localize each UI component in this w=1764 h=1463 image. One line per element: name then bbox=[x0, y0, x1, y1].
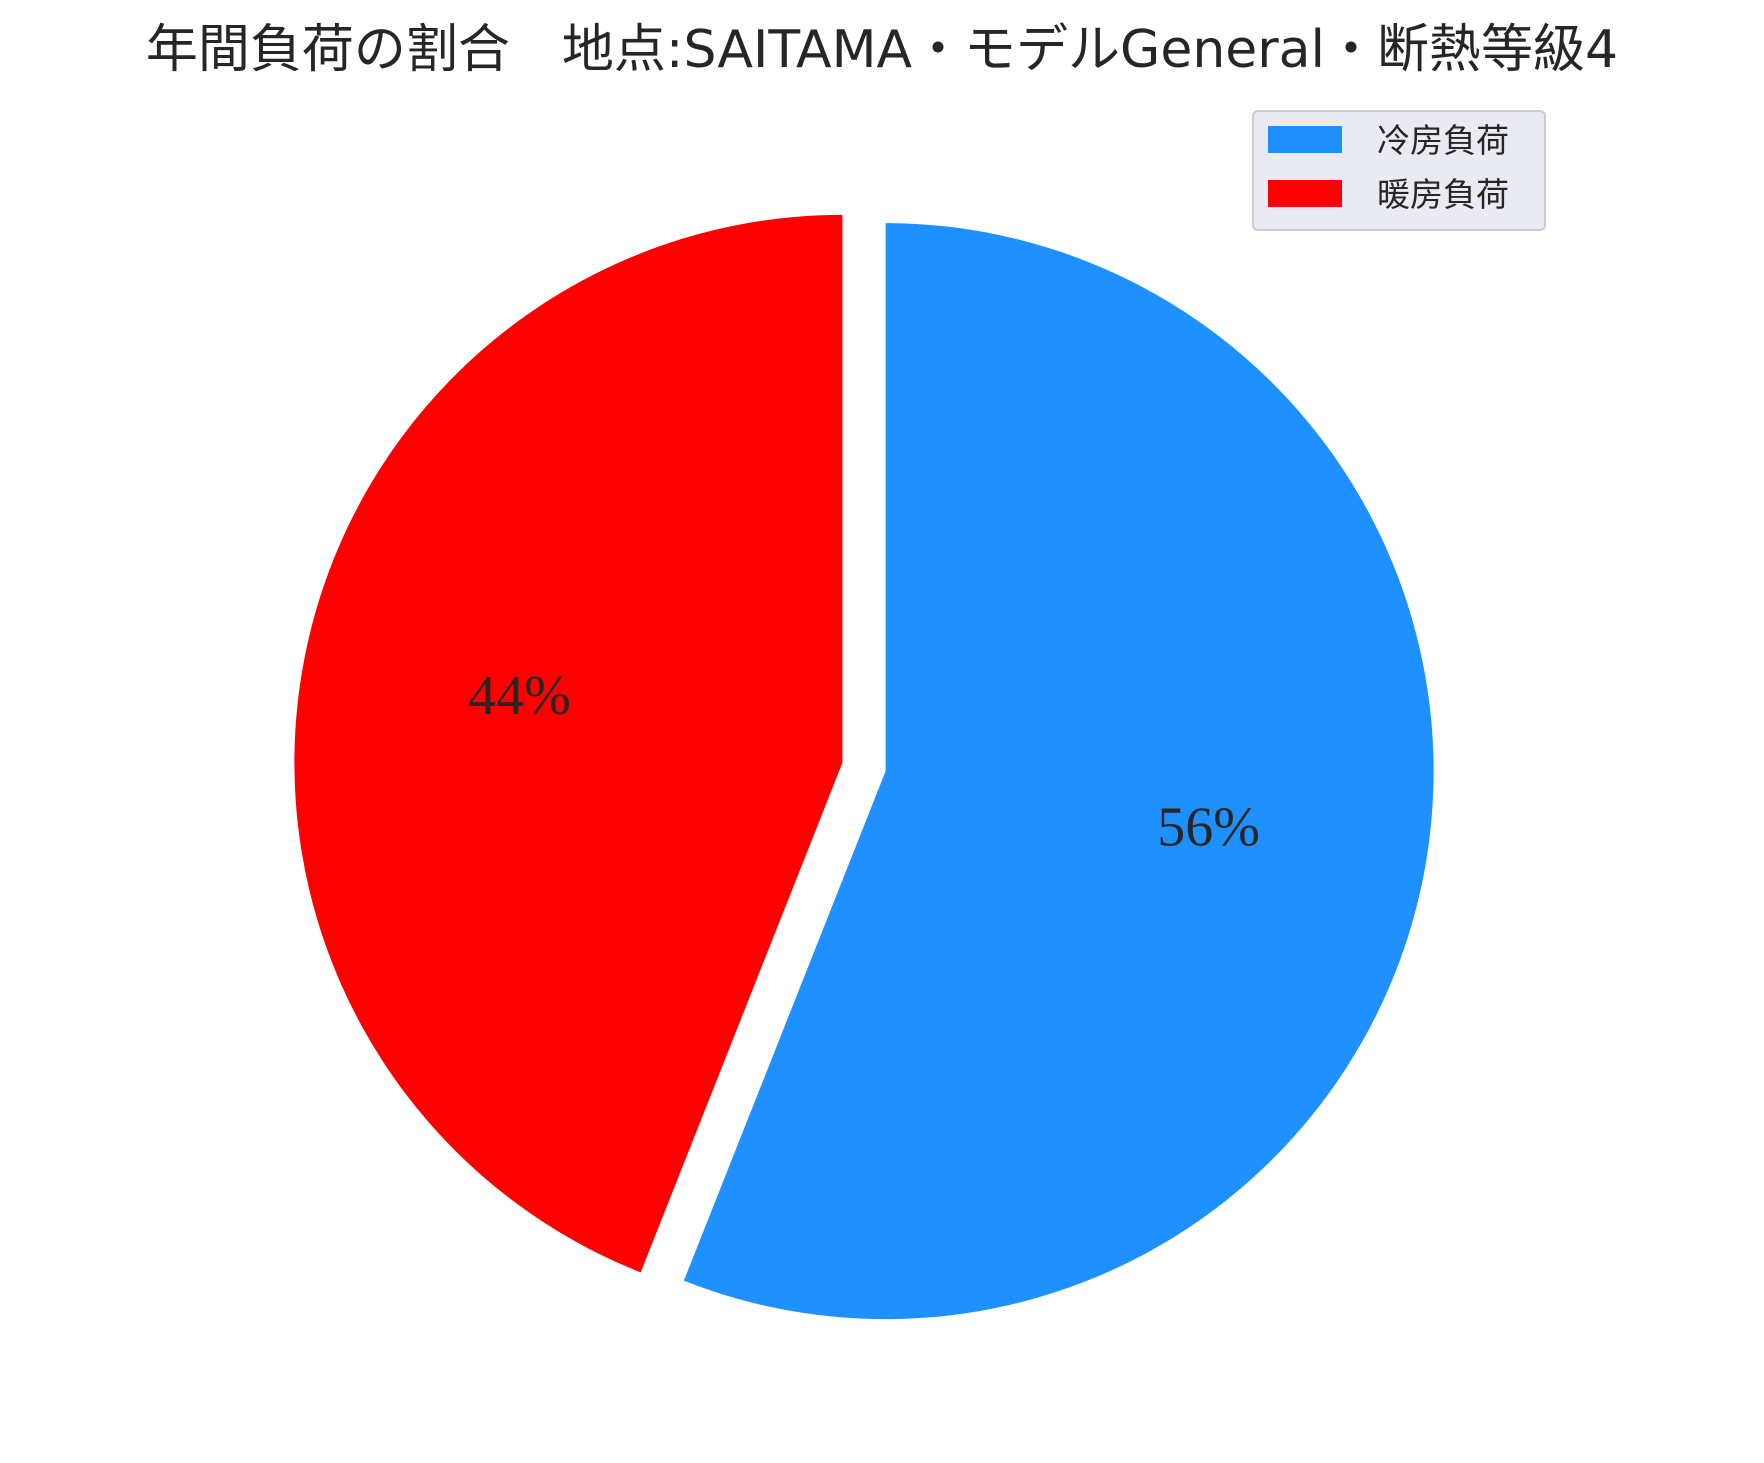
pie-slices bbox=[294, 214, 1434, 1320]
pie-slice-labels: 56% 44% bbox=[468, 665, 1260, 858]
pie-slice-cooling bbox=[683, 223, 1434, 1320]
pie-slice-heating bbox=[294, 214, 843, 1273]
pie-slice-label-cooling: 56% bbox=[1157, 797, 1260, 859]
legend-swatch-cooling bbox=[1268, 126, 1342, 153]
legend-label-heating: 暖房負荷 bbox=[1377, 175, 1509, 214]
chart-title: 年間負荷の割合 地点:SAITAMA・モデルGeneral・断熱等級4 bbox=[146, 20, 1618, 80]
legend-swatch-heating bbox=[1268, 180, 1342, 207]
legend: 冷房負荷 暖房負荷 bbox=[1252, 110, 1546, 231]
legend-label-cooling: 冷房負荷 bbox=[1377, 121, 1509, 160]
pie-slice-label-heating: 44% bbox=[468, 665, 571, 727]
